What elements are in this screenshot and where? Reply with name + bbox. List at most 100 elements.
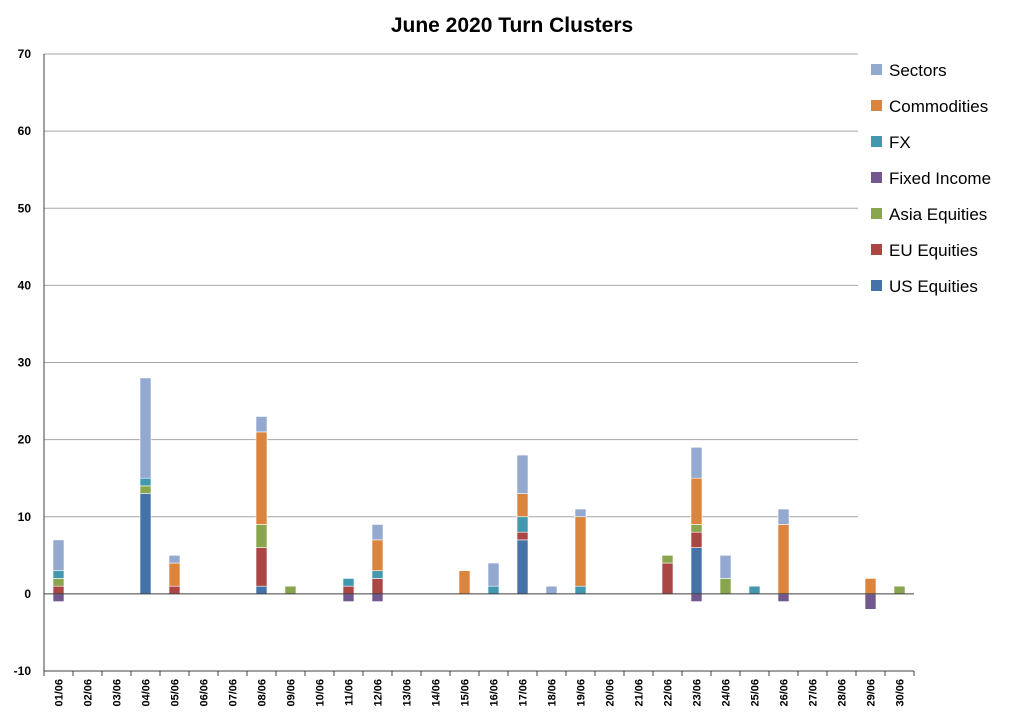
x-tick-label: 24/06: [721, 679, 733, 707]
bars: [52, 377, 906, 610]
x-tick-label: 23/06: [692, 679, 704, 707]
axes: [43, 54, 915, 676]
bar-segment: [690, 447, 703, 479]
bar-segment: [168, 585, 181, 595]
x-tick-label: 26/06: [779, 679, 791, 707]
bar-segment: [52, 578, 65, 587]
bar-segment: [777, 508, 790, 525]
bar-segment: [690, 477, 703, 525]
x-tick-label: 05/06: [170, 679, 182, 707]
x-tick-label: 11/06: [344, 679, 356, 706]
bar-segment: [458, 570, 471, 595]
bar-segment: [777, 524, 790, 595]
legend-label: Fixed Income: [889, 169, 991, 188]
bar-segment: [255, 524, 268, 548]
bar-segment: [255, 431, 268, 525]
bar-segment: [139, 477, 152, 487]
bar-segment: [516, 531, 529, 541]
legend-swatch: [871, 280, 882, 291]
y-tick-label: 70: [18, 47, 32, 61]
bar-segment: [371, 578, 384, 595]
x-tick-label: 19/06: [576, 679, 588, 707]
legend-label: Asia Equities: [889, 205, 987, 224]
x-tick-label: 01/06: [54, 679, 66, 707]
bar-segment: [487, 585, 500, 595]
x-tick-label: 10/06: [315, 679, 327, 707]
bar-segment: [661, 562, 674, 595]
bar-segment: [255, 585, 268, 595]
x-tick-label: 03/06: [112, 679, 124, 707]
bar-segment: [516, 539, 529, 595]
bar-segment: [284, 585, 297, 595]
x-tick-label: 12/06: [373, 679, 385, 707]
bar-segment: [574, 516, 587, 587]
bar-segment: [139, 493, 152, 595]
bar-segment: [690, 593, 703, 602]
y-tick-label: 30: [18, 356, 32, 370]
bar-segment: [139, 377, 152, 479]
bar-segment: [574, 585, 587, 595]
y-tick-label: 40: [18, 278, 32, 292]
x-tick-label: 20/06: [605, 679, 617, 707]
legend-swatch: [871, 100, 882, 111]
bar-segment: [52, 593, 65, 602]
legend-swatch: [871, 244, 882, 255]
y-tick-label: 10: [18, 510, 32, 524]
bar-segment: [255, 547, 268, 587]
bar-segment: [52, 585, 65, 595]
y-tick-label: 60: [18, 124, 32, 138]
y-axis-ticks: -10 0 10 20 30 40 50 60 70: [14, 47, 32, 678]
bar-segment: [516, 493, 529, 518]
y-tick-label: -10: [14, 664, 32, 678]
bar-segment: [342, 593, 355, 602]
gridlines: [44, 53, 858, 672]
x-tick-label: 15/06: [460, 679, 472, 707]
bar-segment: [864, 578, 877, 595]
bar-segment: [52, 539, 65, 572]
bar-segment: [516, 516, 529, 533]
bar-segment: [371, 539, 384, 572]
bar-segment: [342, 585, 355, 595]
legend-swatch: [871, 208, 882, 219]
legend-swatch: [871, 64, 882, 75]
bar-segment: [893, 585, 906, 595]
x-tick-label: 04/06: [141, 679, 153, 707]
x-tick-label: 14/06: [431, 679, 443, 707]
bar-segment: [168, 555, 181, 564]
bar-segment: [574, 508, 587, 518]
bar-segment: [690, 547, 703, 595]
chart-title: June 2020 Turn Clusters: [391, 14, 633, 37]
x-tick-label: 07/06: [228, 679, 240, 707]
bar-segment: [371, 593, 384, 602]
x-tick-label: 06/06: [199, 679, 211, 707]
legend-label: FX: [889, 133, 911, 152]
bar-segment: [255, 416, 268, 433]
bar-segment: [661, 555, 674, 564]
x-tick-label: 29/06: [866, 679, 878, 707]
bar-segment: [777, 593, 790, 602]
x-tick-label: 28/06: [837, 679, 849, 707]
x-tick-label: 02/06: [83, 679, 95, 707]
y-tick-label: 20: [18, 433, 32, 447]
bar-segment: [139, 485, 152, 494]
x-tick-label: 09/06: [286, 679, 298, 707]
x-tick-label: 13/06: [402, 679, 414, 707]
bar-segment: [545, 585, 558, 595]
legend-swatch: [871, 136, 882, 147]
bar-segment: [690, 531, 703, 548]
bar-segment: [168, 562, 181, 587]
legend-swatch: [871, 172, 882, 183]
legend-label: US Equities: [889, 277, 978, 296]
bar-segment: [371, 570, 384, 579]
bar-segment: [748, 585, 761, 595]
bar-segment: [516, 454, 529, 494]
x-axis-ticks: 01/06 02/06 03/06 04/06 05/06 06/06 07/06 08/06…: [54, 679, 907, 707]
x-tick-label: 16/06: [489, 679, 501, 707]
bar-segment: [690, 524, 703, 533]
x-tick-label: 08/06: [257, 679, 269, 707]
bar-segment: [864, 593, 877, 610]
bar-segment: [342, 578, 355, 587]
bar-segment: [371, 524, 384, 541]
x-tick-label: 18/06: [547, 679, 559, 707]
